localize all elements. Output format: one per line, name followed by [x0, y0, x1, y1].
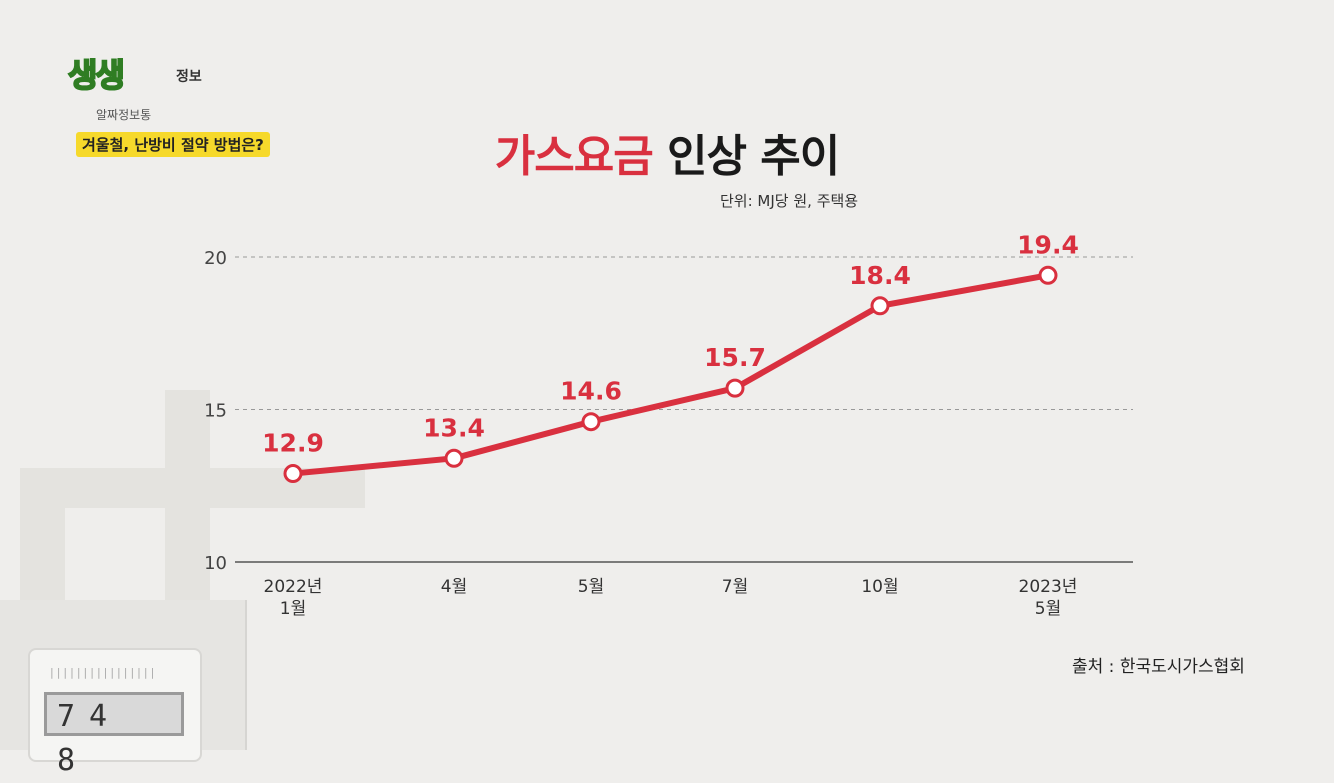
data-point	[1038, 265, 1058, 285]
line-chart: 10 15 20 2022년 1월 4월 5월 7월 10월 2023년 5월 12.9 13.4 14.…	[204, 230, 1133, 619]
logo-caption: 알짜정보통	[96, 108, 152, 122]
data-label: 19.4	[1017, 230, 1079, 259]
data-label: 13.4	[423, 413, 485, 442]
data-point	[725, 378, 745, 398]
unit-note: 단위: MJ당 원, 주택용	[720, 192, 859, 210]
arrow-illustration	[165, 390, 210, 610]
chart-title: 가스요금 인상 추이	[0, 120, 1334, 184]
data-point	[444, 448, 464, 468]
x-tick-label: 4월	[441, 577, 467, 597]
x-tick-label: 10월	[861, 577, 898, 597]
series-line	[290, 272, 1051, 477]
x-tick-label: 5월	[578, 577, 604, 597]
source-note: 출처 : 한국도시가스협회	[1072, 657, 1245, 677]
x-tick-label: 2022년 1월	[264, 577, 323, 619]
logo-title: 생생	[67, 55, 126, 95]
data-label: 15.7	[704, 343, 766, 372]
chart-title-accent: 가스요금	[494, 131, 654, 182]
y-tick-label: 15	[204, 401, 227, 422]
x-tick-label: 2023년 5월	[1019, 577, 1078, 619]
logo-subtitle: 정보	[176, 69, 202, 85]
meter-window: |||||||||||||||| 74 8	[28, 648, 202, 778]
topic-badge: 겨울철, 난방비 절약 방법은?	[76, 132, 270, 157]
show-logo: 생생 정보 알짜정보통	[67, 40, 268, 160]
meter-ticks: ||||||||||||||||	[50, 666, 158, 679]
y-tick-label: 10	[204, 553, 227, 574]
data-point	[870, 296, 890, 316]
data-point	[283, 464, 303, 484]
gas-meter-illustration: |||||||||||||||| 74 8	[0, 600, 247, 778]
data-label: 12.9	[262, 429, 324, 458]
chart-title-rest: 인상 추이	[652, 131, 840, 182]
data-label: 18.4	[849, 261, 911, 290]
data-point	[581, 412, 601, 432]
data-label: 14.6	[560, 377, 622, 406]
x-tick-label: 7월	[722, 577, 748, 597]
y-tick-label: 20	[204, 248, 227, 269]
